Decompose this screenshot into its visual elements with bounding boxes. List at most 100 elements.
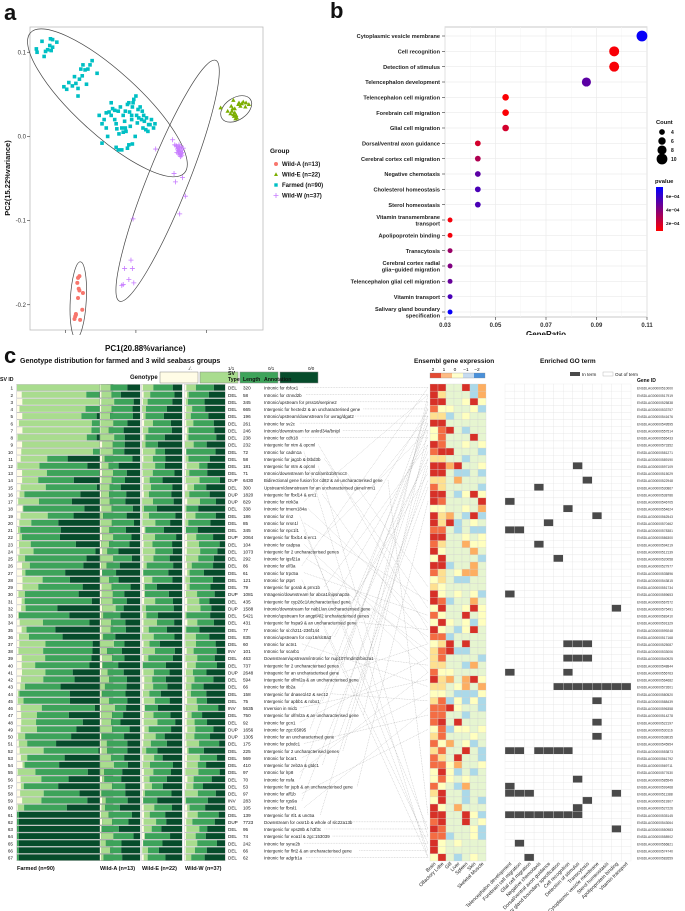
sv-annotation: Intronic for npc1l1 [264, 528, 299, 533]
sv-length: 338 [243, 507, 251, 512]
genotype-bar-frame [141, 789, 183, 797]
go-cell-out-term [601, 583, 612, 591]
expression-cell [429, 775, 439, 783]
genotype-bar-frame [184, 526, 226, 534]
go-cell-out-term [601, 405, 612, 413]
go-cell-out-term [611, 568, 622, 577]
genotype-bar-segment [144, 683, 154, 690]
genotype-bar-segment [124, 655, 140, 662]
genotype-bar-segment [108, 811, 132, 818]
genotype-bar-segment [132, 505, 140, 512]
genotype-bar-segment [145, 526, 164, 533]
go-cell-out-term [601, 483, 612, 491]
connector-line [373, 401, 429, 616]
go-cell-out-term [572, 519, 583, 527]
point-wild-w [182, 193, 188, 199]
go-title: Enriched GO term [540, 358, 596, 365]
go-cell-out-term [533, 633, 544, 641]
sv-annotation: Intronic for cdh18 [264, 436, 298, 441]
genotype-bar-segment [17, 441, 23, 448]
genotype-bar-segment [185, 612, 187, 619]
genotype-bar-segment [121, 776, 140, 783]
go-cell-out-term [524, 526, 535, 534]
go-cell-out-term [592, 739, 603, 748]
expression-cell [429, 419, 439, 427]
group-ellipse [115, 59, 220, 302]
genotype-bar-frame [141, 555, 183, 562]
go-cell-out-term [524, 519, 535, 527]
go-cell-out-term [553, 490, 564, 499]
genotype-bar-segment [142, 733, 144, 740]
expression-cell [469, 561, 479, 570]
expression-cell [453, 782, 463, 790]
genotype-bar-segment [144, 704, 158, 711]
go-cell-out-term [572, 497, 583, 506]
go-cell-out-term [543, 398, 554, 406]
expression-cell [477, 739, 487, 748]
sv-id: 48 [8, 720, 14, 725]
genotype-bar-frame [99, 775, 141, 783]
expression-cell [453, 419, 463, 427]
genotype-bar-segment [219, 541, 225, 548]
point-farmed [84, 82, 89, 87]
point-wild-e [218, 105, 223, 110]
genotype-bar-segment [100, 690, 101, 697]
genotype-bar-segment [211, 776, 225, 783]
connector-line [301, 579, 429, 844]
genotype-bar-segment [21, 676, 44, 683]
genotype-bar-frame [99, 690, 141, 698]
genotype-bar-segment [142, 719, 144, 726]
go-cell-out-term [514, 561, 525, 570]
genotype-bar-segment [198, 555, 214, 562]
expression-cell [461, 519, 471, 527]
genotype-bar-segment [142, 470, 143, 476]
genotype-bar-segment [206, 669, 225, 676]
point-wild-w [172, 179, 178, 185]
go-cell-out-term [601, 704, 612, 712]
genotype-bar-segment [107, 747, 128, 754]
genotype-bar-segment [189, 576, 213, 583]
go-cell-out-term [504, 846, 515, 855]
point-farmed [123, 109, 128, 113]
expression-cell [469, 775, 479, 783]
go-cell-out-term [563, 689, 573, 698]
go-cell-out-term [504, 832, 515, 840]
go-cell-out-term [621, 704, 632, 712]
genotype-bar-segment [191, 854, 205, 861]
go-cell-out-term [582, 483, 593, 491]
go-cell-out-term [621, 818, 632, 826]
go-cell-out-term [533, 554, 544, 563]
genotype-bar-segment [152, 541, 173, 548]
genotype-bar-segment [186, 761, 198, 768]
genotype-bar-segment [59, 761, 113, 768]
genotype-bar-segment [101, 591, 113, 597]
x-tick-label: 0.11 [641, 323, 653, 329]
genotype-bar-segment [142, 761, 143, 768]
legend-key-farmed [274, 183, 278, 187]
genotype-bar-segment [127, 740, 140, 747]
go-cell-in-term [563, 811, 573, 819]
genotype-bar-segment [21, 626, 27, 633]
genotype-bar-segment [187, 398, 205, 405]
go-cell-out-term [611, 846, 622, 855]
expression-cell [445, 533, 455, 541]
expression-cell [461, 504, 471, 513]
sv-id: 12 [8, 464, 14, 469]
genotype-bar-segment [172, 398, 182, 405]
genotype-bar-segment [193, 648, 217, 654]
expression-cell [429, 746, 439, 755]
genotype-bar-frame [141, 768, 183, 776]
genotype-bar-segment [113, 420, 128, 427]
genotype-bar-frame [184, 825, 226, 833]
point-farmed [143, 127, 148, 132]
go-cell-out-term [533, 697, 544, 705]
expression-scale-tick: 2 [432, 367, 435, 373]
expression-cell [429, 718, 439, 726]
point-farmed [88, 63, 92, 67]
gene-id: ENSDLAG00000543064 [637, 821, 673, 825]
genotype-bar-frame [141, 576, 183, 584]
genotype-bar-segment [66, 804, 113, 811]
go-cell-out-term [533, 832, 544, 840]
go-cell-out-term [533, 618, 544, 627]
